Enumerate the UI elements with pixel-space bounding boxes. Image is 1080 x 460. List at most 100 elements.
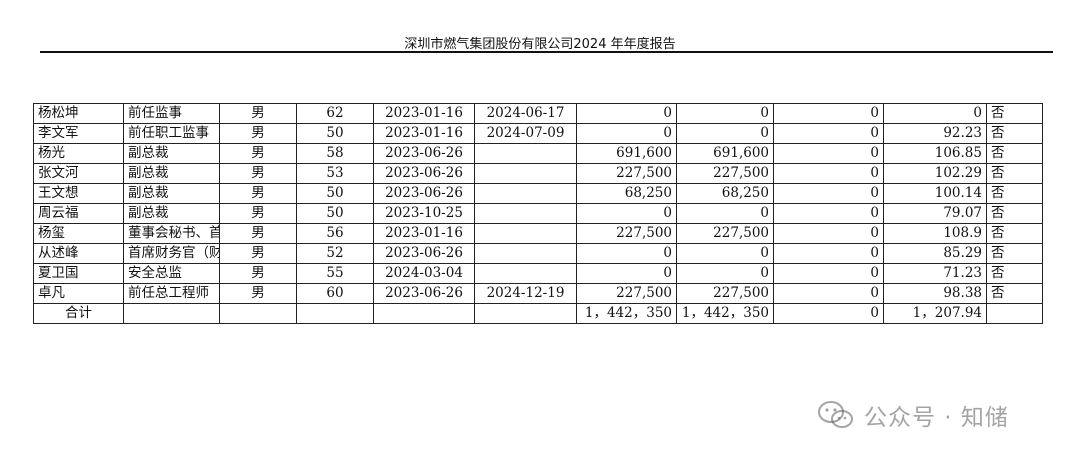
cell-shares-begin: 68,250 [576, 183, 677, 204]
cell-age: 50 [296, 183, 374, 204]
cell-gender: 男 [219, 123, 297, 144]
watermark: 公众号 · 知储 [816, 398, 1009, 432]
cell-empty [986, 303, 1043, 324]
table-row: 从述峰 首席财务官（财务总监） 男 52 2023-06-26 0 0 0 85… [33, 243, 1043, 264]
cell-gender: 男 [219, 103, 297, 124]
cell-shares-begin: 227,500 [576, 283, 677, 304]
cell-term-end [474, 243, 577, 264]
cell-name: 张文河 [33, 163, 124, 184]
cell-empty [373, 303, 475, 324]
cell-related-party: 否 [986, 263, 1043, 284]
cell-shares-end: 227,500 [676, 223, 774, 244]
cell-share-change: 0 [773, 283, 884, 304]
total-pay: 1，207.94 [883, 303, 987, 324]
cell-shares-begin: 0 [576, 243, 677, 264]
cell-related-party: 否 [986, 223, 1043, 244]
cell-gender: 男 [219, 263, 297, 284]
wechat-icon [816, 399, 856, 431]
cell-term-end [474, 223, 577, 244]
cell-shares-end: 68,250 [676, 183, 774, 204]
cell-position: 董事会秘书、首席合规官 [123, 223, 220, 244]
table-row: 卓凡 前任总工程师 男 60 2023-06-26 2024-12-19 227… [33, 283, 1043, 304]
total-shares-begin: 1，442，350 [576, 303, 677, 324]
header-divider [40, 51, 1053, 53]
table-total-row: 合计 1，442，350 1，442，350 0 1，207.94 [33, 303, 1043, 324]
cell-pay: 92.23 [883, 123, 987, 144]
cell-age: 53 [296, 163, 374, 184]
cell-name: 卓凡 [33, 283, 124, 304]
cell-share-change: 0 [773, 263, 884, 284]
cell-position: 首席财务官（财务总监） [123, 243, 220, 264]
cell-share-change: 0 [773, 163, 884, 184]
cell-share-change: 0 [773, 103, 884, 124]
cell-gender: 男 [219, 223, 297, 244]
cell-pay: 106.85 [883, 143, 987, 164]
cell-empty [123, 303, 220, 324]
cell-pay: 98.38 [883, 283, 987, 304]
cell-share-change: 0 [773, 183, 884, 204]
cell-related-party: 否 [986, 183, 1043, 204]
management-table: 杨松坤 前任监事 男 62 2023-01-16 2024-06-17 0 0 … [33, 103, 1043, 324]
cell-empty [219, 303, 297, 324]
cell-empty [296, 303, 374, 324]
cell-term-end [474, 203, 577, 224]
cell-term-start: 2023-10-25 [373, 203, 475, 224]
cell-gender: 男 [219, 203, 297, 224]
report-header-title: 深圳市燃气集团股份有限公司2024 年年度报告 [404, 37, 676, 52]
cell-term-start: 2023-06-26 [373, 183, 475, 204]
cell-shares-begin: 227,500 [576, 163, 677, 184]
cell-shares-begin: 691,600 [576, 143, 677, 164]
cell-name: 杨玺 [33, 223, 124, 244]
cell-age: 58 [296, 143, 374, 164]
cell-related-party: 否 [986, 123, 1043, 144]
table-row: 李文军 前任职工监事 男 50 2023-01-16 2024-07-09 0 … [33, 123, 1043, 144]
cell-term-start: 2023-06-26 [373, 243, 475, 264]
cell-pay: 85.29 [883, 243, 987, 264]
cell-related-party: 否 [986, 283, 1043, 304]
table-row: 杨玺 董事会秘书、首席合规官 男 56 2023-01-16 227,500 2… [33, 223, 1043, 244]
cell-shares-end: 0 [676, 243, 774, 264]
cell-term-end: 2024-07-09 [474, 123, 577, 144]
cell-shares-end: 227,500 [676, 163, 774, 184]
cell-shares-end: 227,500 [676, 283, 774, 304]
cell-age: 50 [296, 203, 374, 224]
cell-share-change: 0 [773, 243, 884, 264]
cell-gender: 男 [219, 283, 297, 304]
cell-term-end [474, 263, 577, 284]
cell-share-change: 0 [773, 143, 884, 164]
cell-position: 副总裁 [123, 203, 220, 224]
cell-position: 前任监事 [123, 103, 220, 124]
cell-shares-begin: 0 [576, 103, 677, 124]
total-shares-end: 1，442，350 [676, 303, 774, 324]
cell-related-party: 否 [986, 203, 1043, 224]
cell-position: 安全总监 [123, 263, 220, 284]
watermark-text: 公众号 · 知储 [864, 405, 1009, 431]
cell-shares-begin: 0 [576, 123, 677, 144]
cell-pay: 100.14 [883, 183, 987, 204]
cell-share-change: 0 [773, 203, 884, 224]
cell-name: 从述峰 [33, 243, 124, 264]
cell-empty [474, 303, 577, 324]
cell-related-party: 否 [986, 243, 1043, 264]
cell-related-party: 否 [986, 143, 1043, 164]
cell-term-start: 2023-06-26 [373, 163, 475, 184]
cell-position: 前任总工程师 [123, 283, 220, 304]
cell-name: 杨光 [33, 143, 124, 164]
cell-shares-begin: 0 [576, 203, 677, 224]
table-row: 杨光 副总裁 男 58 2023-06-26 691,600 691,600 0… [33, 143, 1043, 164]
cell-pay: 0 [883, 103, 987, 124]
cell-term-start: 2024-03-04 [373, 263, 475, 284]
cell-share-change: 0 [773, 223, 884, 244]
cell-shares-begin: 227,500 [576, 223, 677, 244]
cell-position: 副总裁 [123, 183, 220, 204]
total-label: 合计 [33, 303, 124, 324]
cell-name: 王文想 [33, 183, 124, 204]
cell-pay: 108.9 [883, 223, 987, 244]
cell-age: 55 [296, 263, 374, 284]
cell-position: 副总裁 [123, 163, 220, 184]
cell-gender: 男 [219, 163, 297, 184]
cell-shares-end: 0 [676, 103, 774, 124]
cell-term-end [474, 163, 577, 184]
cell-term-end: 2024-12-19 [474, 283, 577, 304]
cell-term-start: 2023-01-16 [373, 223, 475, 244]
